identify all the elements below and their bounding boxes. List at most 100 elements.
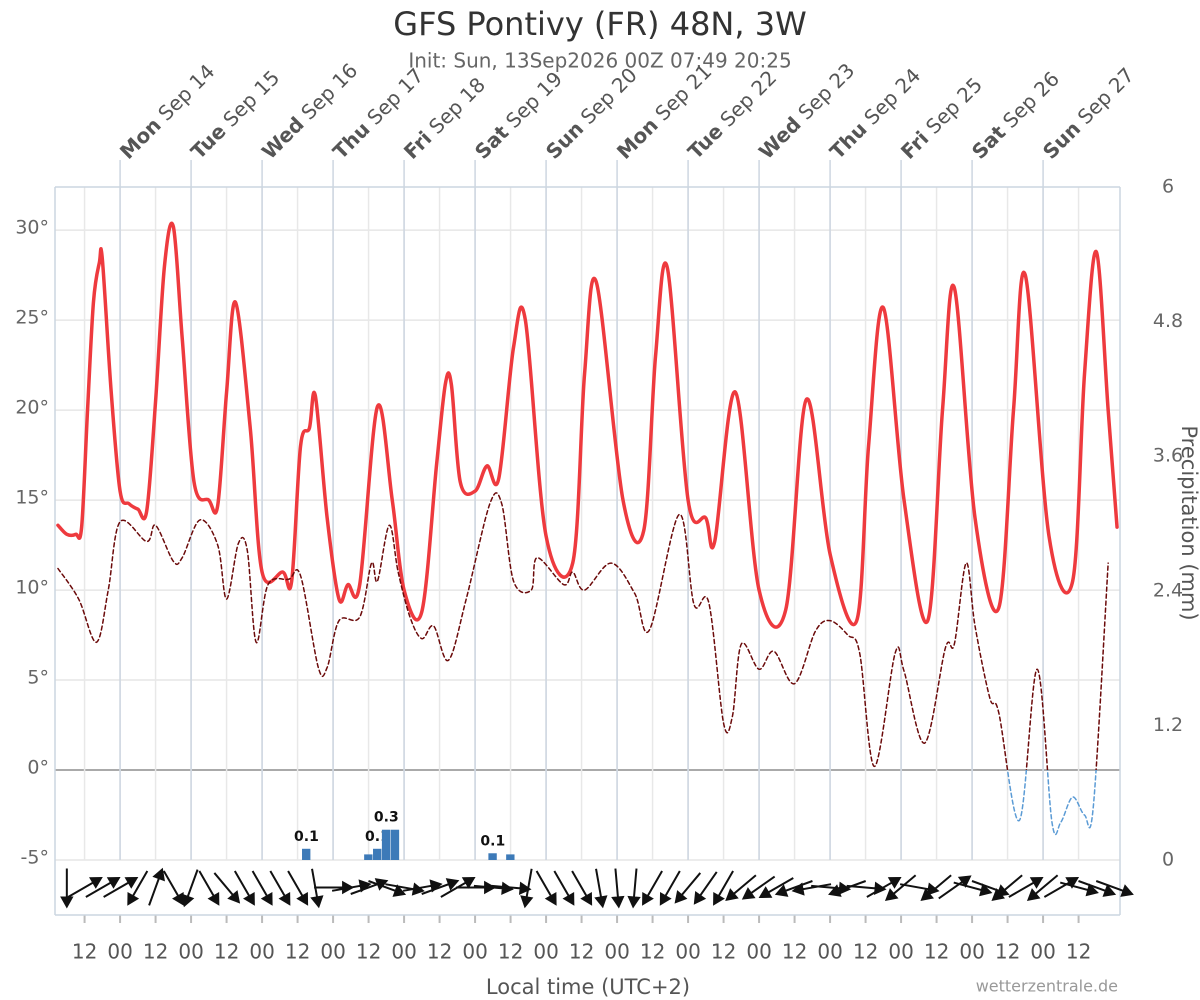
dewpoint-line	[57, 492, 1109, 771]
wind-arrow	[1008, 876, 1044, 898]
wind-arrow	[774, 880, 813, 897]
day-date: Sep 19	[501, 66, 567, 132]
y2-tick-label: 3.6	[1153, 445, 1183, 467]
wind-arrow	[611, 868, 625, 909]
day-weekday: Tue	[186, 119, 231, 164]
x-tick-label: 12	[498, 940, 523, 964]
day-date: Sep 15	[218, 65, 284, 131]
wind-arrow	[953, 881, 993, 897]
day-date: Sep 24	[859, 63, 925, 129]
wind-arrow	[846, 881, 887, 895]
wind-arrow	[642, 870, 663, 906]
x-tick-label: 00	[107, 940, 132, 964]
wind-arrow	[269, 870, 291, 906]
x-tick-label: 00	[604, 940, 629, 964]
day-weekday: Mon	[115, 113, 166, 164]
precipitation-bar	[364, 854, 373, 860]
x-tick-label: 12	[853, 940, 878, 964]
day-weekday: Thu	[328, 117, 375, 164]
wind-arrow	[368, 880, 407, 897]
wind-arrow	[828, 880, 867, 897]
day-date: Sep 25	[921, 72, 987, 138]
y-tick-label: 5°	[27, 667, 49, 689]
day-weekday: Sun	[541, 116, 588, 163]
precipitation-bar	[302, 848, 311, 860]
wind-arrow	[674, 872, 702, 904]
wind-arrow	[213, 872, 241, 904]
wind-arrow	[60, 868, 74, 909]
wind-arrow	[402, 879, 443, 893]
y-tick-label: 15°	[15, 487, 49, 509]
y2-tick-label: 6	[1162, 176, 1174, 198]
x-tick-label: 00	[959, 940, 984, 964]
x-tick-label: 00	[249, 940, 274, 964]
day-weekday: Wed	[754, 112, 806, 164]
wind-arrow	[421, 878, 460, 895]
wind-arrow	[693, 871, 718, 905]
wind-arrow	[148, 867, 165, 906]
precipitation-bar	[390, 829, 400, 860]
y-tick-label: -5°	[21, 847, 49, 869]
x-tick-label: 00	[462, 940, 487, 964]
x-tick-label: 00	[746, 940, 771, 964]
day-date: Sep 22	[715, 65, 781, 131]
wind-arrow	[1095, 880, 1134, 897]
x-tick-label: 00	[533, 940, 558, 964]
day-weekday: Fri	[896, 126, 934, 164]
wind-arrow	[594, 868, 608, 909]
day-weekday: Thu	[825, 117, 872, 164]
wind-arrow	[791, 882, 832, 896]
day-weekday: Wed	[257, 112, 309, 164]
x-tick-label: 00	[888, 940, 913, 964]
wind-arrow	[553, 870, 575, 906]
wind-arrow	[287, 870, 309, 906]
wind-arrow	[1043, 876, 1080, 898]
y-tick-label: 25°	[15, 307, 49, 329]
y2-tick-label: 1.2	[1153, 714, 1183, 736]
wind-arrow	[198, 870, 220, 906]
day-date: Sep 23	[793, 58, 859, 124]
y-tick-label: 20°	[15, 397, 49, 419]
day-weekday: Fri	[399, 126, 437, 164]
y2-axis-label: Precipitation (mm)	[1177, 425, 1200, 620]
wind-arrow	[884, 874, 917, 902]
chart-title: GFS Pontivy (FR) 48N, 3W	[393, 5, 806, 43]
wind-arrow	[85, 876, 121, 898]
wind-arrow	[233, 870, 255, 906]
y-tick-label: 30°	[15, 217, 49, 239]
x-tick-label: 00	[320, 940, 345, 964]
credit: wetterzentrale.de	[976, 977, 1118, 996]
day-date: Sep 14	[153, 59, 219, 125]
wind-arrow	[920, 874, 952, 902]
wind-arrow	[1059, 881, 1099, 897]
wind-arrow	[627, 868, 641, 909]
wind-arrow	[127, 870, 149, 906]
x-tick-label: 12	[995, 940, 1020, 964]
x-tick-label: 12	[285, 940, 310, 964]
wind-arrow	[103, 876, 139, 898]
precipitation-label: 0.3	[374, 810, 399, 826]
wind-arrow	[866, 876, 902, 898]
x-tick-label: 12	[640, 940, 665, 964]
wind-arrow	[725, 874, 757, 902]
x-tick-label: 12	[72, 940, 97, 964]
wind-arrow	[251, 870, 273, 906]
precipitation-label: 0.1	[294, 829, 319, 845]
wind-arrow	[1078, 880, 1117, 897]
wind-arrow	[181, 869, 199, 908]
wind-arrow	[741, 875, 776, 900]
wind-strip	[55, 860, 1120, 915]
y-tick-label: 10°	[15, 577, 49, 599]
y2-tick-label: 2.4	[1153, 579, 1183, 601]
wind-arrow	[899, 882, 940, 896]
wind-arrow	[991, 874, 1023, 902]
x-tick-label: 12	[924, 940, 949, 964]
x-tick-label: 00	[178, 940, 203, 964]
dewpoint-line-below-zero	[1006, 770, 1097, 836]
x-tick-label: 00	[391, 940, 416, 964]
precipitation-bar	[506, 854, 515, 860]
temperature-line	[56, 221, 1119, 629]
day-weekday: Sun	[1038, 116, 1085, 163]
x-tick-label: 12	[356, 940, 381, 964]
